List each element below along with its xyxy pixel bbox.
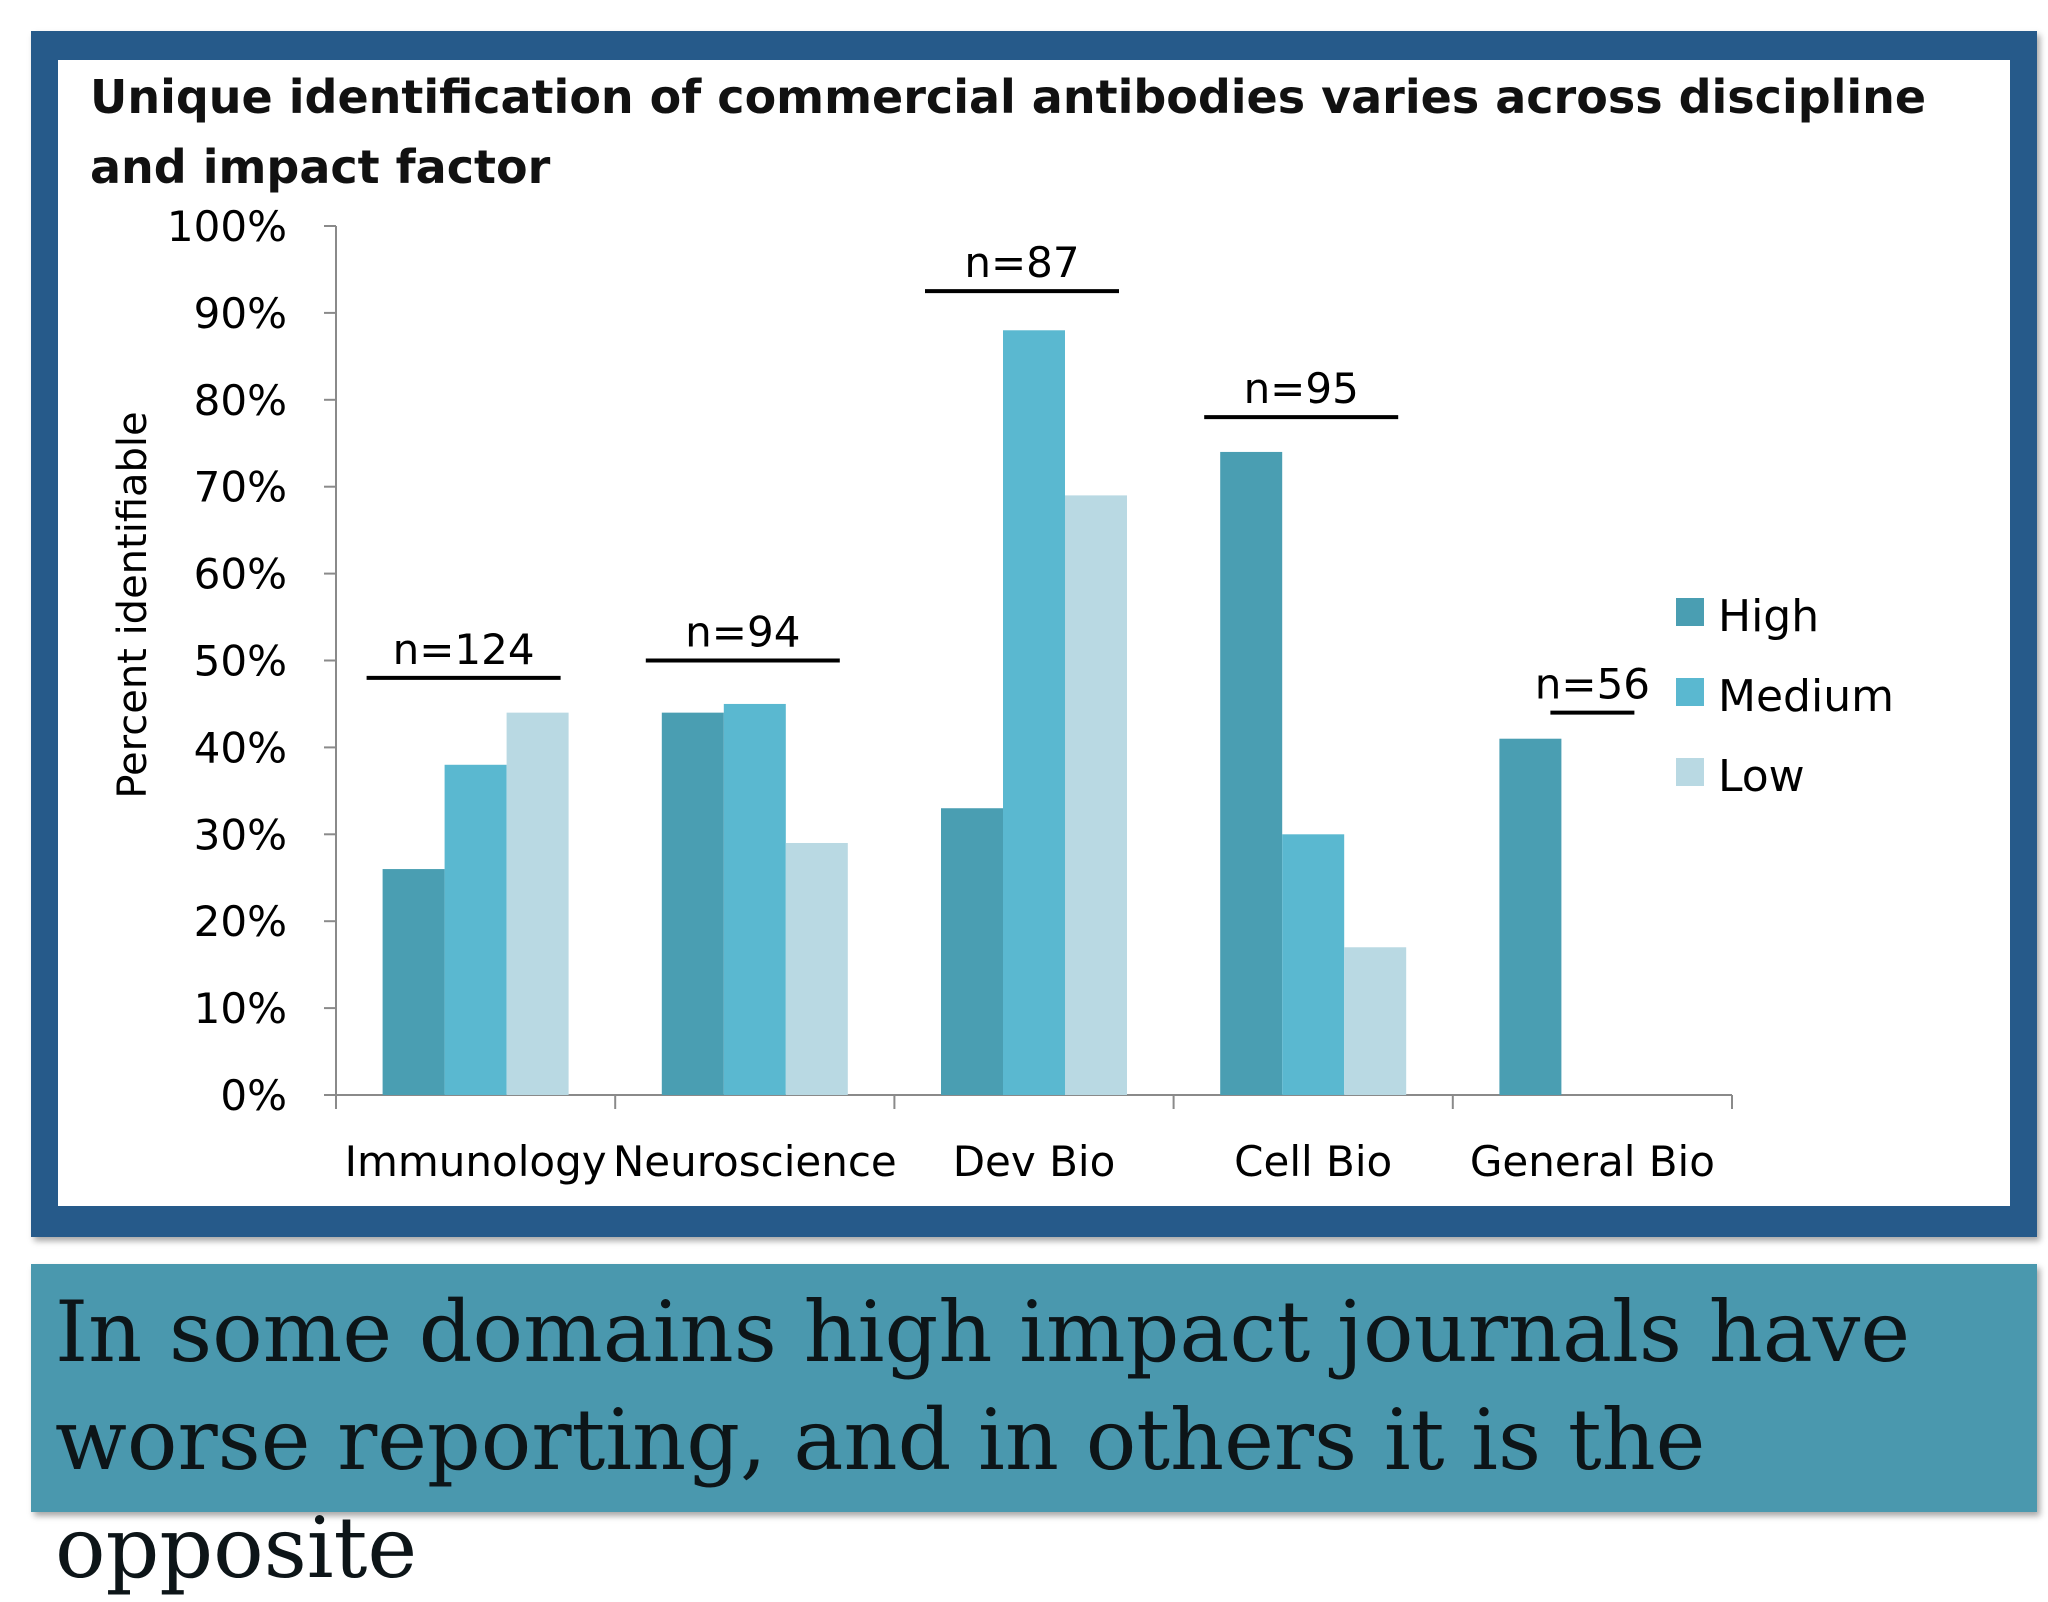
bars bbox=[382, 330, 1562, 1095]
bar-low-immunology bbox=[506, 712, 569, 1095]
legend-swatch-medium bbox=[1676, 678, 1704, 706]
n-annotations: n=124 n=94 n=87 n=95 n=56 bbox=[366, 238, 1650, 715]
n-label: n=124 bbox=[393, 625, 535, 674]
x-tick-label: Dev Bio bbox=[953, 1137, 1116, 1186]
bar-medium-neuroscience bbox=[723, 703, 786, 1095]
bar-low-cell-bio bbox=[1344, 947, 1407, 1095]
y-axis-title: Percent identifiable bbox=[110, 411, 156, 798]
y-tick-label: 70% bbox=[194, 463, 287, 512]
y-tick-label: 0% bbox=[220, 1071, 287, 1120]
bar-high-immunology bbox=[382, 869, 445, 1095]
bar-high-neuroscience bbox=[661, 712, 724, 1095]
bar-medium-cell-bio bbox=[1282, 834, 1345, 1095]
x-tick-label: Cell Bio bbox=[1234, 1137, 1392, 1186]
y-tick-label: 60% bbox=[194, 550, 287, 599]
y-tick-label: 40% bbox=[194, 723, 287, 772]
y-tick-label: 50% bbox=[194, 637, 287, 686]
y-tick-label: 80% bbox=[194, 376, 287, 425]
bar-low-neuroscience bbox=[785, 842, 848, 1095]
x-tick-label: Neuroscience bbox=[613, 1137, 897, 1186]
x-tick-label: Immunology bbox=[345, 1137, 607, 1186]
legend-label-high: High bbox=[1718, 591, 1819, 642]
legend-swatch-high bbox=[1676, 598, 1704, 626]
legend-label-low: Low bbox=[1718, 751, 1805, 802]
n-label: n=94 bbox=[685, 608, 800, 657]
caption-text: In some domains high impact journals hav… bbox=[55, 1283, 1911, 1597]
y-tick-label: 20% bbox=[194, 897, 287, 946]
bar-high-general-bio bbox=[1499, 738, 1562, 1095]
bar-high-dev-bio bbox=[941, 808, 1003, 1095]
legend: High Medium Low bbox=[1676, 591, 1894, 802]
y-tick-label: 90% bbox=[194, 289, 287, 338]
n-label: n=56 bbox=[1535, 660, 1650, 709]
caption-box: In some domains high impact journals hav… bbox=[31, 1264, 2037, 1597]
n-label: n=87 bbox=[964, 238, 1079, 287]
bar-high-cell-bio bbox=[1220, 451, 1283, 1095]
n-label: n=95 bbox=[1244, 364, 1359, 413]
y-tick-label: 100% bbox=[167, 202, 287, 251]
bar-low-dev-bio bbox=[1065, 495, 1127, 1095]
legend-label-medium: Medium bbox=[1718, 671, 1894, 722]
chart-title: Unique identification of commercial anti… bbox=[90, 70, 1927, 194]
x-tick-label: General Bio bbox=[1470, 1137, 1715, 1186]
legend-swatch-low bbox=[1676, 758, 1704, 786]
y-tick-label: 10% bbox=[194, 984, 287, 1033]
bar-medium-immunology bbox=[444, 764, 507, 1095]
y-tick-label: 30% bbox=[194, 810, 287, 859]
bar-medium-dev-bio bbox=[1003, 330, 1065, 1095]
bar-chart: 0% 10% 20% 30% 40% 50% 60% 70% 80% 90% 100% Immunol… bbox=[110, 202, 1894, 1186]
